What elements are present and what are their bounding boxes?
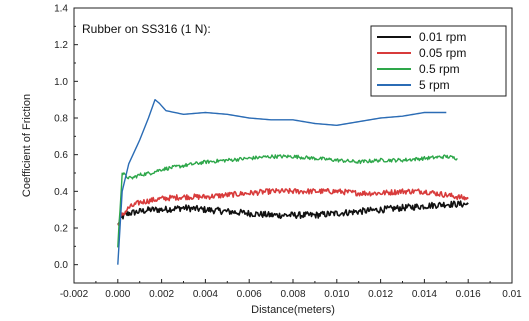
chart-annotation: Rubber on SS316 (1 N):: [82, 22, 211, 36]
x-tick-label: -0.002: [60, 289, 89, 300]
y-tick-label: 1.0: [54, 77, 68, 88]
y-tick-label: 1.2: [54, 40, 68, 51]
x-tick-label: 0.002: [149, 289, 174, 300]
y-axis-label: Coefficient of Friction: [21, 94, 33, 197]
x-axis-ticks: -0.002 0.000 0.002 0.004 0.006 0.008 0.010 0.01…: [60, 279, 522, 300]
series-line-0: [117, 200, 469, 225]
y-tick-label: 0.0: [54, 260, 68, 271]
x-tick-label: 0.000: [105, 289, 130, 300]
legend-label-1: 0.05 rpm: [419, 46, 466, 60]
x-tick-label: 0.008: [280, 289, 305, 300]
legend: 0.01 rpm 0.05 rpm 0.5 rpm 5 rpm: [370, 25, 507, 97]
x-tick-label: 0.016: [456, 289, 481, 300]
x-tick-label: 0.010: [324, 289, 349, 300]
series-line-2: [117, 154, 458, 248]
x-tick-label: 0.006: [237, 289, 262, 300]
legend-label-2: 0.5 rpm: [419, 62, 460, 76]
series-lines: [117, 98, 469, 265]
x-axis-label: Distance(meters): [251, 304, 335, 316]
x-tick-label: 0.01: [502, 289, 522, 300]
y-tick-label: 0.6: [54, 150, 68, 161]
y-tick-label: 0.4: [54, 187, 68, 198]
series-line-3: [117, 98, 447, 265]
series-line-1: [117, 187, 469, 226]
y-tick-label: 1.4: [54, 4, 68, 15]
x-tick-label: 0.014: [412, 289, 437, 300]
y-axis-ticks: 0.0 0.2 0.4 0.6 0.8 1.0 1.2 1.4: [54, 4, 78, 271]
y-tick-label: 0.8: [54, 114, 68, 125]
x-tick-label: 0.012: [368, 289, 393, 300]
legend-label-3: 5 rpm: [419, 78, 450, 92]
y-tick-label: 0.2: [54, 224, 68, 235]
legend-label-0: 0.01 rpm: [419, 30, 466, 44]
x-tick-label: 0.004: [193, 289, 218, 300]
